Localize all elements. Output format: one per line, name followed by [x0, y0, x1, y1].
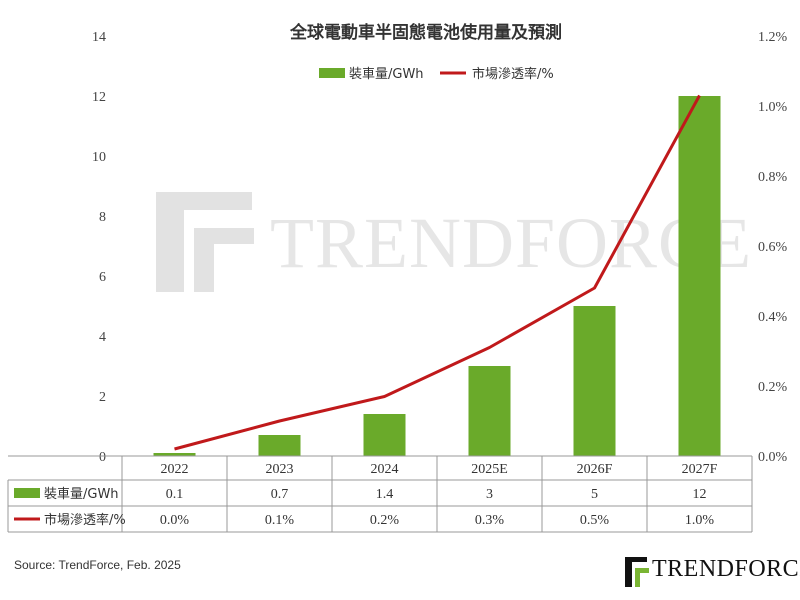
- table-line-row-label: 市場滲透率/%: [44, 512, 126, 528]
- right-tick-label: 1.0%: [758, 100, 788, 115]
- right-tick-label: 0.6%: [758, 240, 788, 255]
- penetration-line: [174, 94, 701, 451]
- bar: [363, 414, 406, 456]
- category-label: 2022: [161, 462, 189, 477]
- left-tick-label: 14: [92, 30, 106, 45]
- right-axis: 0.0% 0.2% 0.4% 0.6% 0.8% 1.0% 1.2%: [758, 30, 788, 465]
- line-value-cell: 0.1%: [265, 513, 295, 528]
- left-tick-label: 2: [99, 390, 106, 405]
- bar: [153, 453, 196, 456]
- right-tick-label: 0.4%: [758, 310, 788, 325]
- bar: [573, 306, 616, 456]
- bar: [258, 435, 301, 456]
- bar-value-cell: 0.1: [166, 487, 184, 502]
- bar-value-cell: 1.4: [376, 487, 394, 502]
- right-tick-label: 0.0%: [758, 450, 788, 465]
- legend-line-label: 市場滲透率/%: [472, 66, 554, 82]
- line-value-cell: 0.5%: [580, 513, 610, 528]
- chart: 全球電動車半固態電池使用量及預測 裝車量/GWh 市場滲透率/% 0 2 4 6 8 10…: [7, 22, 788, 533]
- bar-value-cell: 5: [591, 487, 598, 502]
- table-bar-row-label: 裝車量/GWh: [44, 487, 119, 502]
- line-value-cell: 0.0%: [160, 513, 190, 528]
- right-tick-label: 0.2%: [758, 380, 788, 395]
- right-tick-label: 0.8%: [758, 170, 788, 185]
- source-note: Source: TrendForce, Feb. 2025: [14, 558, 181, 572]
- data-table: 2022 0.1 0.0% 2023 0.7 0.1% 2024 1.4 0.2% 2025E 3 0…: [7, 455, 753, 533]
- trendforce-logo-icon: [625, 557, 649, 587]
- category-label: 2023: [266, 462, 294, 477]
- legend-bar-label: 裝車量/GWh: [349, 67, 424, 82]
- left-tick-label: 6: [99, 270, 106, 285]
- category-label: 2026F: [577, 462, 613, 477]
- line-value-cell: 0.2%: [370, 513, 400, 528]
- bar-value-cell: 0.7: [271, 487, 289, 502]
- legend-bar-swatch: [319, 68, 345, 78]
- category-label: 2024: [371, 462, 399, 477]
- left-tick-label: 0: [99, 450, 106, 465]
- bar-series: [153, 96, 721, 456]
- category-label: 2025E: [471, 462, 508, 477]
- left-axis: 0 2 4 6 8 10 12 14: [92, 30, 106, 465]
- left-tick-label: 4: [99, 330, 106, 345]
- right-tick-label: 1.2%: [758, 30, 788, 45]
- logo-text: TRENDFORCE: [652, 556, 800, 582]
- line-value-cell: 0.3%: [475, 513, 505, 528]
- chart-title: 全球電動車半固態電池使用量及預測: [289, 22, 562, 43]
- legend: 裝車量/GWh 市場滲透率/%: [319, 66, 554, 82]
- left-tick-label: 12: [92, 90, 106, 105]
- bar-value-cell: 3: [486, 487, 493, 502]
- left-tick-label: 8: [99, 210, 106, 225]
- trendforce-logo: TRENDFORCE: [624, 552, 800, 592]
- table-bar-swatch: [14, 488, 40, 498]
- line-value-cell: 1.0%: [685, 513, 715, 528]
- bar-value-cell: 12: [693, 487, 707, 502]
- bar: [678, 96, 721, 456]
- bar: [468, 366, 511, 456]
- category-label: 2027F: [682, 462, 718, 477]
- left-tick-label: 10: [92, 150, 106, 165]
